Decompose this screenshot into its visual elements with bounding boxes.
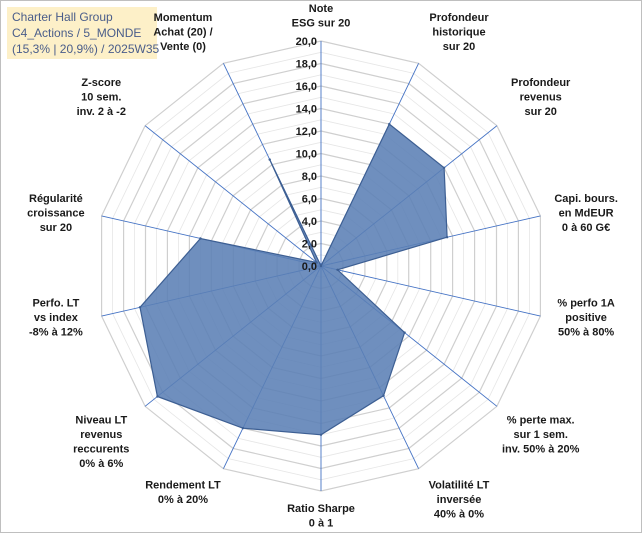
axis-label: Perfo. LT vs index -8% à 12% [29,298,83,339]
axis-label-line: -8% à 12% [29,327,83,339]
axis-label-line: 10 sem. [81,92,121,104]
axis-label-line: sur 20 [524,106,556,118]
axis-label-line: 0% à 20% [158,494,208,506]
data-point [382,394,385,397]
axis-label-line: vs index [34,312,79,324]
chart-title-box: Charter Hall Group C4_Actions / 5_MONDE … [7,7,160,59]
data-point [319,264,323,268]
data-point [315,261,318,264]
axis-label-line: 0 à 60 G€ [562,222,610,234]
axis-label: Profondeur revenus sur 20 [511,77,571,118]
axis-label-line: ESG sur 20 [292,18,351,30]
axis-label: Z-score 10 sem. inv. 2 à -2 [77,77,126,118]
axis-label: Profondeur historique sur 20 [429,12,489,53]
axis-label: Rendement LT 0% à 20% [145,480,221,507]
axis-label-line: inversée [437,494,482,506]
tick-label: 6,0 [302,194,317,206]
data-point [156,395,159,398]
axis-label-line: positive [565,312,607,324]
axis-label-line: % perte max. [507,415,575,427]
data-point [199,237,202,240]
label-layer: Note ESG sur 20 Profondeur historique sur 20… [27,3,618,530]
axis-label-line: 0% à 6% [79,458,123,470]
axis-label-line: Ratio Sharpe [287,503,355,515]
axis-label: Momentum Achat (20) / Vente (0) [153,12,212,53]
tick-label: 16,0 [296,81,317,93]
axis-label-line: Perfo. LT [32,298,79,310]
tick-label: 4,0 [302,216,317,228]
data-point [403,331,406,334]
axis-label-line: inv. 2 à -2 [77,106,126,118]
data-point [138,306,142,309]
axis-label-line: % perfo 1A [557,298,615,310]
axis-spoke [320,265,541,317]
data-point [388,122,391,126]
axis-label-line: Profondeur [429,12,489,24]
title-line-company: Charter Hall Group [12,10,113,24]
axis-label: Capi. bours. en MdEUR 0 à 60 G€ [554,193,618,234]
tick-label: 10,0 [296,149,317,161]
data-point [268,158,271,161]
tick-label: 0,0 [302,261,317,273]
series-layer [138,122,449,436]
tick-label: 14,0 [296,104,317,116]
axis-label-line: Capi. bours. [554,193,618,205]
tick-label: 12,0 [296,126,317,138]
axis-label-line: Volatilité LT [429,480,490,492]
axis-label-line: inv. 50% à 20% [502,444,580,456]
data-point [445,236,449,239]
axis-label: % perte max. sur 1 sem. inv. 50% à 20% [502,415,580,456]
axis-label-line: Momentum [154,12,213,24]
axis-label-line: reccurents [73,444,129,456]
axis-label-line: sur 20 [443,41,475,53]
data-point [319,433,323,436]
title-line-stats: (15,3% | 20,9%) / 2025W35 [12,42,160,56]
axis-label-line: 50% à 80% [558,327,614,339]
axis-label-line: Achat (20) / [153,26,212,38]
tick-label: 18,0 [296,59,317,71]
axis-label-line: en MdEUR [559,208,614,220]
axis-label: Ratio Sharpe 0 à 1 [287,503,355,530]
tick-label: 8,0 [302,171,317,183]
tick-label: 2,0 [302,239,317,251]
axis-label-line: 40% à 0% [434,509,484,521]
axis-label-line: revenus [520,92,562,104]
axis-label-line: Profondeur [511,77,571,89]
axis-label-line: sur 20 [40,222,72,234]
axis-label-line: revenus [80,429,122,441]
axis-label-line: Vente (0) [160,41,206,53]
axis-label-line: Niveau LT [75,415,127,427]
axis-label-line: 0 à 1 [309,518,333,530]
axis-label: Niveau LT revenus reccurents 0% à 6% [73,415,129,471]
axis-label: % perfo 1A positive 50% à 80% [557,298,615,339]
axis-label-line: Z-score [81,77,121,89]
axis-label-line: croissance [27,208,84,220]
data-point [241,427,245,430]
title-line-category: C4_Actions / 5_MONDE [12,26,142,40]
tick-label: 20,0 [296,36,317,48]
axis-label-line: sur 1 sem. [513,429,567,441]
axis-label: Volatilité LT inversée 40% à 0% [429,480,490,521]
axis-label-line: Rendement LT [145,480,221,492]
data-point [336,268,339,271]
tick-layer: 0,0 2,0 4,0 6,0 8,0 10,0 12,0 14,0 16,0 18,0 20,0 [296,36,317,273]
axis-label: Régularité croissance sur 20 [27,193,84,234]
axis-label-line: historique [432,26,485,38]
axis-label-line: Régularité [29,193,83,205]
axis-label: Note ESG sur 20 [292,3,351,30]
data-point [442,166,446,169]
axis-spoke [144,125,322,267]
axis-label-line: Note [309,3,333,15]
